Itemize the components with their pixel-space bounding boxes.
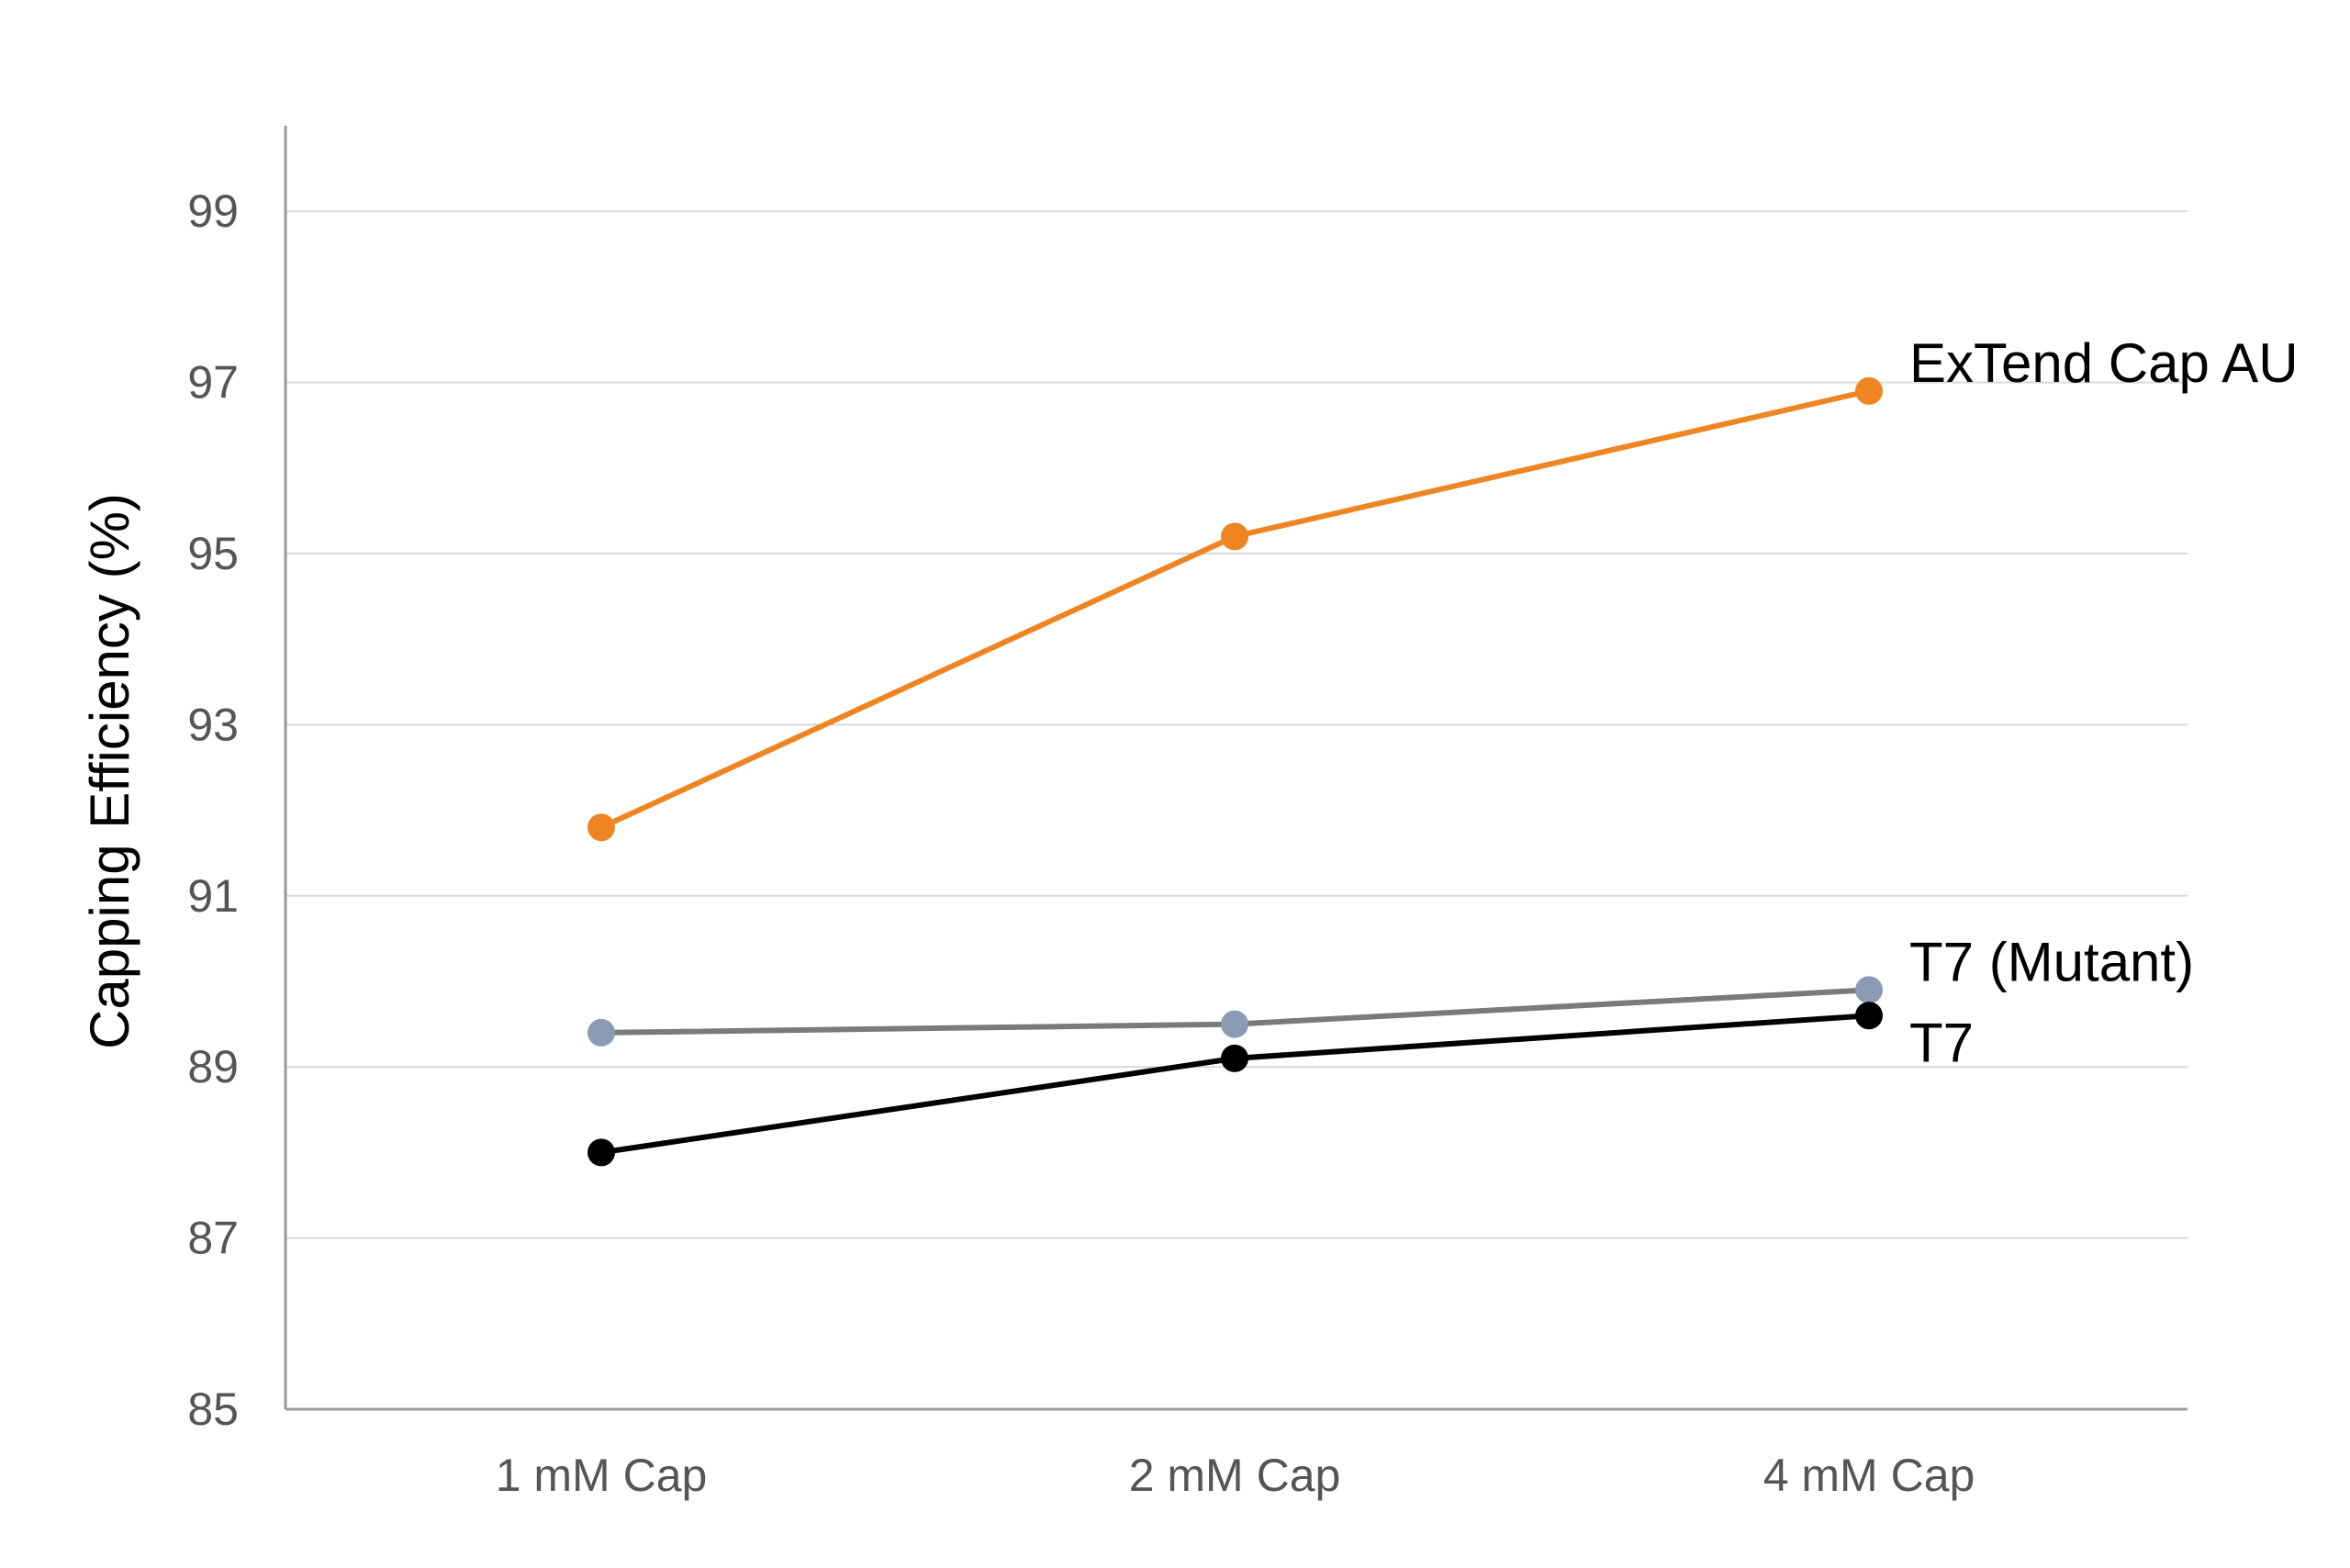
x-tick-label: 2 mM Cap bbox=[1129, 1450, 1341, 1501]
series-t7-mutant: T7 (Mutant) bbox=[588, 931, 2194, 1047]
data-point bbox=[588, 1138, 615, 1167]
y-tick-label: 93 bbox=[187, 699, 239, 750]
data-point bbox=[588, 1018, 615, 1047]
series-label: ExTend Cap AU bbox=[1909, 332, 2299, 394]
y-tick-label: 95 bbox=[187, 528, 239, 579]
data-point bbox=[1855, 376, 1883, 405]
y-tick-label: 99 bbox=[187, 185, 239, 237]
gridlines bbox=[285, 210, 2188, 1239]
data-point bbox=[1221, 1044, 1248, 1072]
y-tick-label: 97 bbox=[187, 357, 239, 409]
data-point bbox=[1855, 976, 1883, 1004]
series-extend-cap-au: ExTend Cap AU bbox=[588, 332, 2299, 842]
series-label: T7 (Mutant) bbox=[1909, 931, 2194, 992]
y-tick-label: 89 bbox=[187, 1041, 239, 1092]
y-tick-label: 85 bbox=[187, 1383, 239, 1435]
data-point bbox=[1855, 1002, 1883, 1030]
y-axis-title: Capping Efficiency (%) bbox=[79, 493, 140, 1049]
y-tick-labels: 85 87 89 91 93 95 97 99 bbox=[187, 185, 239, 1435]
data-point bbox=[588, 813, 615, 842]
x-tick-label: 1 mM Cap bbox=[496, 1450, 708, 1501]
series-t7: T7 bbox=[588, 1002, 1974, 1167]
series-label: T7 bbox=[1909, 1012, 1974, 1073]
x-tick-labels: 1 mM Cap 2 mM Cap 4 mM Cap bbox=[496, 1450, 1975, 1501]
series-line bbox=[599, 387, 1872, 831]
y-tick-label: 87 bbox=[187, 1213, 239, 1264]
series-lines: ExTend Cap AU T7 (Mutant) T7 bbox=[588, 332, 2299, 1167]
data-point bbox=[1221, 522, 1248, 551]
x-tick-label: 4 mM Cap bbox=[1763, 1450, 1975, 1501]
data-point bbox=[1221, 1010, 1248, 1038]
y-tick-label: 91 bbox=[187, 870, 239, 922]
